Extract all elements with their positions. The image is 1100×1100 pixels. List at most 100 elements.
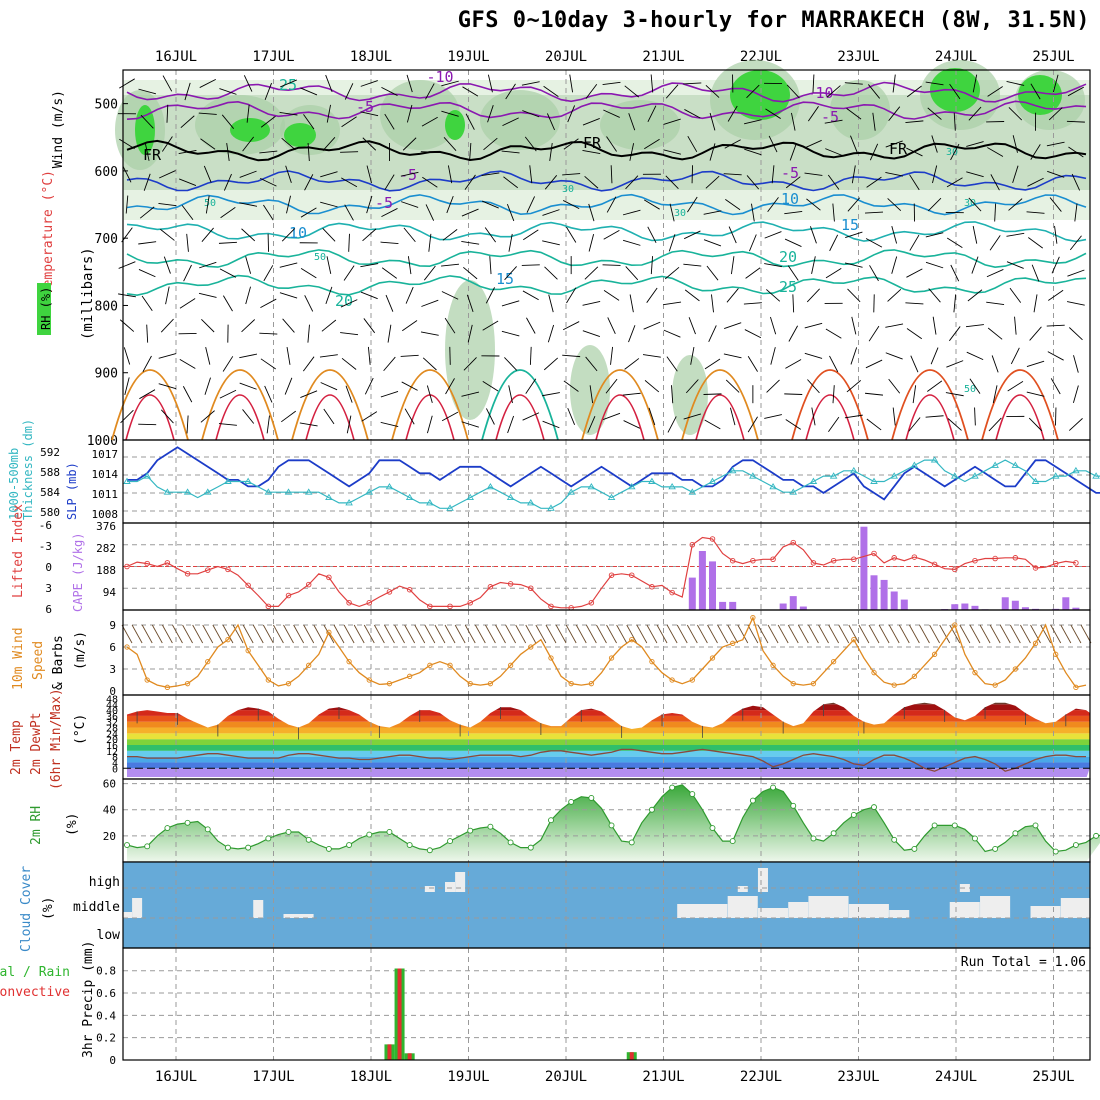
wind-barb [522, 290, 539, 301]
wind-barb [489, 256, 492, 275]
wind-speed-marker [709, 655, 716, 661]
wind-barb [770, 347, 776, 365]
thickness-marker [648, 477, 656, 484]
rh-shade-blob [570, 345, 610, 435]
wind-barb [507, 415, 515, 434]
wind-barb [166, 104, 169, 123]
wind-barb [542, 240, 560, 246]
wind-barb [1068, 146, 1084, 158]
wind-barb [966, 171, 984, 178]
wind-barb [321, 319, 337, 332]
wind-barb [1033, 294, 1038, 313]
surface-wind-barb [666, 624, 678, 644]
surface-wind-barb [797, 624, 809, 644]
lifted-index-marker [608, 572, 615, 578]
surface-wind-barb [535, 624, 547, 644]
surface-wind-barb [141, 624, 153, 644]
precip-axis-label: 3hr Precip (mm) [81, 941, 96, 1058]
wind-barb [542, 209, 560, 216]
wind-barb [184, 82, 191, 101]
rh-high-blob [1018, 75, 1062, 115]
wind-barb [281, 410, 297, 423]
wind-barb [667, 416, 677, 433]
wind-barb [603, 109, 620, 118]
wind-barb [563, 380, 579, 392]
wind-barb [950, 264, 960, 282]
lifted-index-marker [124, 563, 130, 570]
cloud-middle-block [1030, 906, 1061, 918]
wind-barb [829, 234, 839, 252]
rh-marker [871, 804, 877, 811]
wind-barb [851, 165, 856, 184]
wind-barb [119, 138, 135, 150]
cloud-high-block [455, 872, 466, 892]
wind-barb [785, 176, 801, 189]
wind-barb [548, 294, 554, 313]
wind-barb [602, 412, 621, 421]
wind-barb [1008, 198, 1023, 211]
rh-shade-blob [672, 355, 708, 435]
wind-barb [425, 83, 435, 100]
surface-wind-barb [505, 624, 516, 644]
thickness-line [127, 459, 1100, 509]
wind-barb [260, 358, 276, 370]
wind-barb [383, 356, 396, 372]
wind-barb [650, 256, 654, 275]
wind-barb [279, 262, 298, 268]
wind-barb [562, 173, 581, 176]
wind-speed-marker [306, 662, 312, 668]
wind-barb [281, 228, 296, 242]
wind-barb [341, 116, 357, 128]
isotherm-label: -5 [356, 98, 374, 116]
wind-barb [523, 229, 539, 241]
wind-barb [1027, 177, 1044, 187]
wind-barb [770, 316, 777, 335]
wind-barb [506, 203, 515, 222]
wind-barb [344, 83, 354, 100]
wind-barb [764, 414, 782, 419]
surface-wind-barb [1040, 624, 1052, 644]
lifted-tick-label: -6 [39, 519, 52, 532]
precip-tick-label: 0.8 [96, 965, 116, 978]
wind-speed-marker [205, 659, 211, 665]
temp-tick-label: 12 [106, 747, 118, 758]
slp-tick-label: 1017 [92, 448, 119, 461]
wind-barb [946, 177, 963, 188]
precip-convective-bar [629, 1052, 634, 1060]
thickness-marker [769, 482, 777, 490]
surface-wind-barb [1030, 624, 1041, 644]
temp-tick-label: 48 [106, 694, 118, 705]
rh-axis-label: 2m RH [29, 806, 44, 845]
wind-barb [624, 358, 640, 370]
lifted-index-marker [830, 557, 837, 564]
surface-wind-barb [222, 624, 234, 644]
wind-barb [804, 352, 823, 359]
temp-axis-label-3: (6hr Min/Max) [49, 688, 64, 790]
surface-wind-barb [333, 624, 345, 644]
isotherm-label: -10 [806, 84, 833, 102]
cloud-high-block [424, 886, 435, 892]
wind-speed-marker [507, 662, 514, 668]
wind-tick-label: 0 [109, 685, 116, 698]
thickness-marker [486, 482, 495, 490]
rh-marker [487, 823, 494, 830]
wind-barb [628, 113, 636, 131]
surface-wind-barb [464, 624, 476, 644]
lifted-index-marker [669, 589, 675, 596]
wind-barb [239, 202, 258, 207]
temp-axis-label-1: 2m Temp [9, 720, 24, 775]
wind-speed-marker [790, 681, 796, 687]
wind-barb [663, 329, 681, 338]
surface-wind-barb [1070, 624, 1082, 644]
isotherm-label: 10 [289, 224, 307, 242]
wind-speed-marker [1053, 651, 1059, 657]
wind-axis-label-1: 10m Wind [11, 627, 26, 690]
wind-barb [788, 325, 799, 342]
wind-barb [987, 327, 1003, 340]
wind-barb [683, 82, 702, 85]
rh-marker [1052, 848, 1059, 855]
isotherm-label: 15 [841, 216, 859, 234]
wind-speed-marker [124, 644, 130, 650]
wind-barb [723, 353, 742, 359]
wind-barb [200, 410, 215, 423]
